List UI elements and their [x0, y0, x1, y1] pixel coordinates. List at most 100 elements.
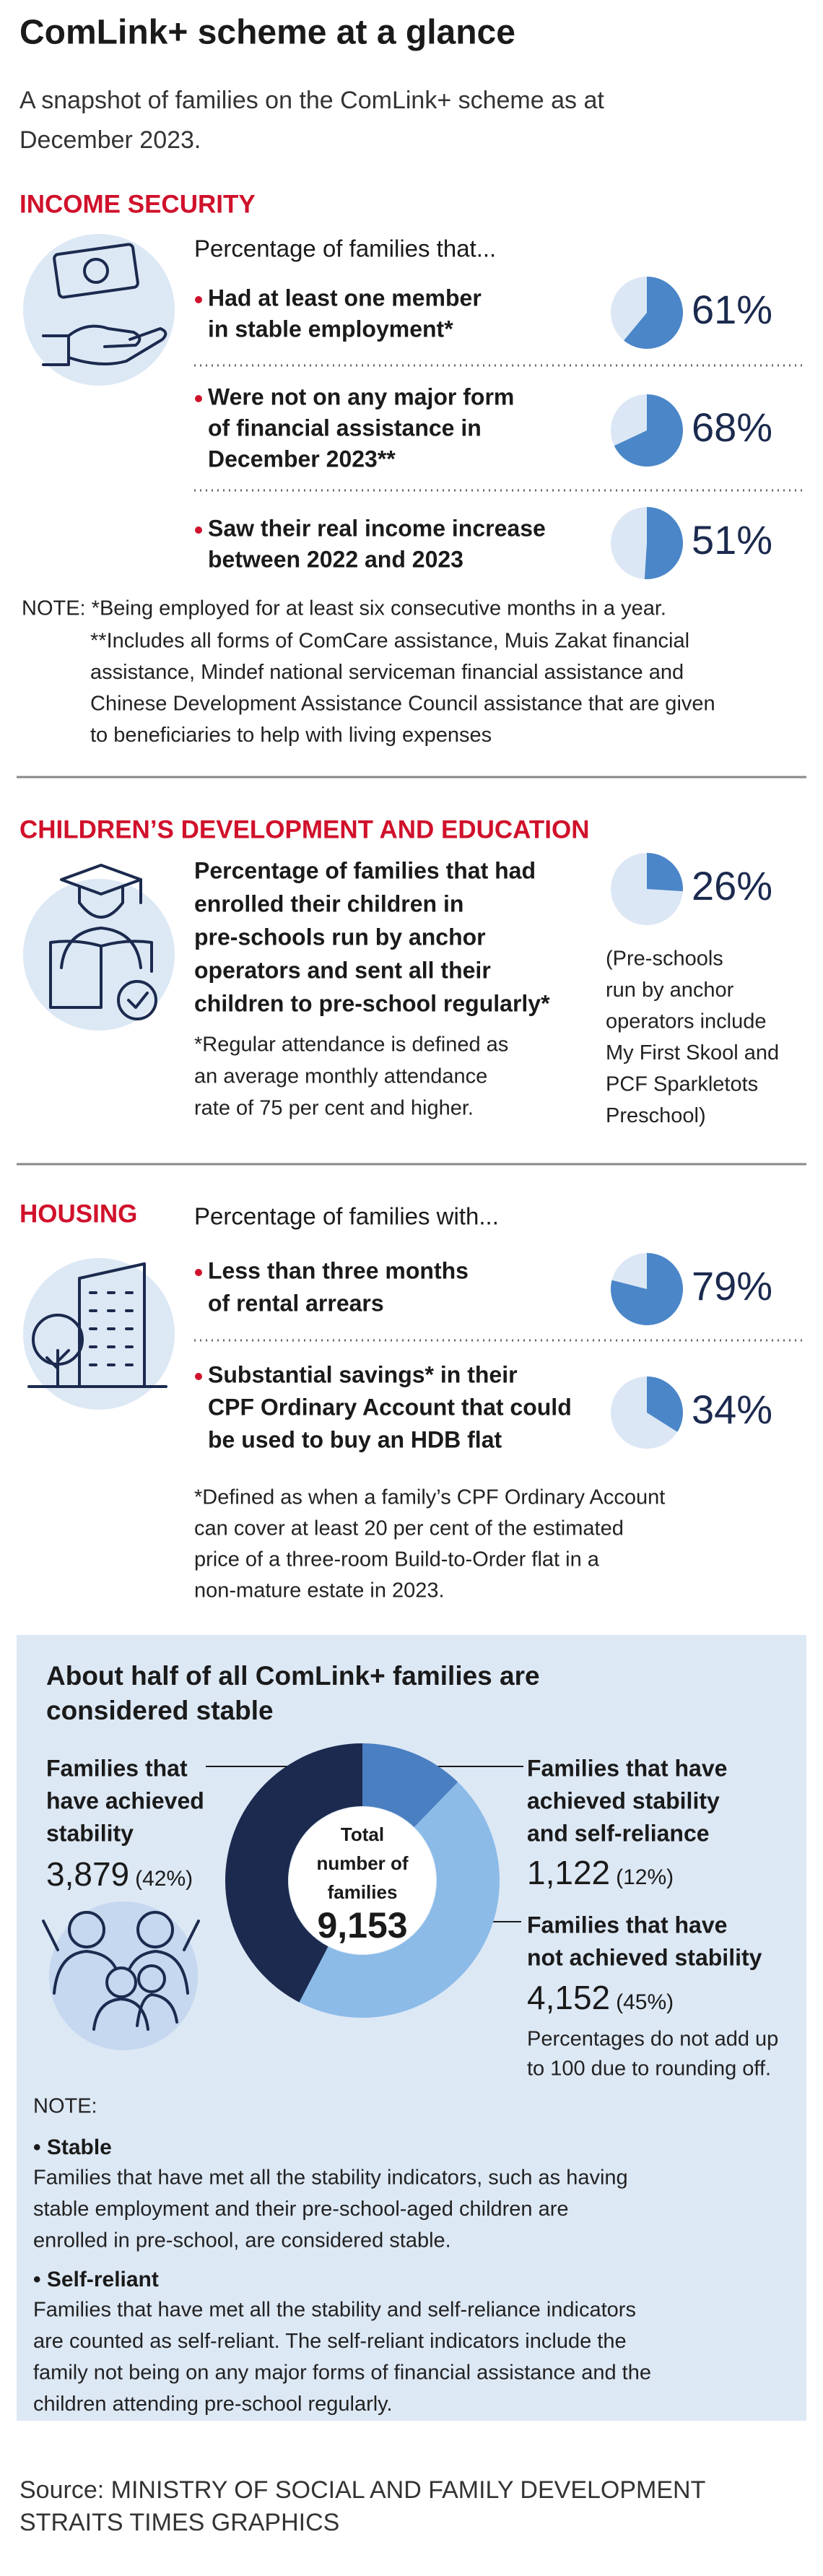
percentage: 34% [692, 1387, 772, 1432]
item-text: Had at least one member [208, 285, 482, 311]
percentage: 79% [692, 1263, 772, 1309]
percentage: 51% [692, 517, 772, 563]
pie-slice [647, 853, 683, 892]
total-label: families [328, 1881, 398, 1903]
note-text: stable employment and their pre-school-a… [33, 2198, 569, 2221]
icon-bg [23, 1258, 175, 1410]
aside: PCF Sparkletots [606, 1073, 758, 1096]
aside: My First Skool and [606, 1041, 779, 1064]
note-text: are counted as self-reliant. The self-re… [33, 2330, 627, 2353]
group-label: Families that have [527, 1912, 727, 1938]
group-label: stability [46, 1820, 134, 1846]
item-text: Percentage of families that had [194, 857, 536, 883]
item-text: between 2022 and 2023 [208, 546, 463, 572]
group-label: Families that [46, 1755, 188, 1781]
item-text: Were not on any major form [208, 383, 514, 409]
note-text: Families that have met all the stability… [33, 2299, 636, 2322]
intro: Percentage of families that... [194, 235, 496, 262]
source: Source: MINISTRY OF SOCIAL AND FAMILY DE… [19, 2476, 705, 2504]
share: (12%) [616, 1865, 674, 1889]
donut-hole [289, 1807, 436, 1954]
section-heading: HOUSING [19, 1200, 137, 1228]
section-heading: CHILDREN’S DEVELOPMENT AND EDUCATION [19, 815, 589, 844]
aside: run by anchor [606, 979, 734, 1002]
aside: Preschool) [606, 1104, 706, 1127]
section-heading: INCOME SECURITY [19, 190, 256, 218]
note: **Includes all forms of ComCare assistan… [90, 630, 689, 653]
donut-segment [299, 1782, 500, 2018]
box-title: considered stable [46, 1696, 274, 1725]
icon-bg [23, 879, 175, 1031]
item-text: be used to buy an HDB flat [208, 1426, 502, 1452]
subtitle: A snapshot of families on the ComLink+ s… [19, 87, 604, 114]
count: 1,122 [527, 1854, 610, 1891]
note: assistance, Mindef national serviceman f… [90, 661, 684, 684]
footnote: price of a three-room Build-to-Order fla… [194, 1548, 600, 1571]
item-text: enrolled their children in [194, 890, 463, 916]
item-text: December 2023** [208, 446, 396, 472]
item-text: pre-schools run by anchor [194, 924, 486, 950]
pie-slice [611, 1253, 683, 1325]
item-text: CPF Ordinary Account that could [208, 1394, 572, 1420]
pie-slice [644, 507, 684, 580]
group-label: and self-reliance [527, 1820, 710, 1846]
family-icon [42, 1911, 200, 2031]
pie-slice [647, 1376, 683, 1432]
note-term: • Stable [33, 2135, 112, 2159]
item-text: of financial assistance in [208, 415, 482, 441]
bullet [195, 296, 202, 303]
group-label: have achieved [46, 1787, 204, 1813]
total-label: Total [341, 1823, 384, 1845]
note-text: family not being on any major forms of f… [33, 2362, 651, 2385]
donut-segment [225, 1743, 362, 2003]
footnote: rate of 75 per cent and higher. [194, 1097, 474, 1120]
count: 3,879 [46, 1855, 129, 1893]
total: 9,153 [317, 1905, 407, 1946]
item-text: Less than three months [208, 1257, 469, 1283]
note-text: Families that have met all the stability… [33, 2167, 628, 2190]
item-text: of rental arrears [208, 1290, 384, 1316]
share: (45%) [616, 1990, 674, 2014]
percentage: 61% [692, 287, 772, 332]
note-text: children attending pre-school regularly. [33, 2393, 393, 2416]
box-title: About half of all ComLink+ families are [46, 1661, 540, 1691]
bullet [195, 526, 202, 534]
group-label: Families that have [527, 1755, 727, 1781]
footnote: *Defined as when a family’s CPF Ordinary… [194, 1486, 665, 1509]
pie-slice [614, 394, 684, 467]
total-label: number of [316, 1852, 408, 1874]
money-hand-icon [42, 243, 167, 366]
note-term: • Self-reliant [33, 2268, 159, 2291]
building-icon [27, 1262, 167, 1388]
footnote: non-mature estate in 2023. [194, 1579, 445, 1603]
item-text: operators and sent all their [194, 957, 491, 983]
bullet [195, 395, 202, 402]
aside: operators include [606, 1010, 766, 1033]
aside: (Pre-schools [606, 947, 723, 971]
note-text: enrolled in pre-school, are considered s… [33, 2229, 451, 2252]
footnote: can cover at least 20 per cent of the es… [194, 1517, 624, 1540]
source: STRAITS TIMES GRAPHICS [19, 2509, 339, 2536]
rounding-note: Percentages do not add up [527, 2028, 778, 2051]
footnote: *Regular attendance is defined as [194, 1033, 508, 1057]
bullet [195, 1373, 202, 1380]
item-text: in stable employment* [208, 316, 453, 342]
graduate-icon [49, 864, 157, 1020]
intro: Percentage of families with... [194, 1203, 499, 1230]
donut-segment [362, 1743, 458, 1828]
share: (42%) [135, 1867, 193, 1891]
rounding-note: to 100 due to rounding off. [527, 2057, 771, 2081]
note: NOTE: *Being employed for at least six c… [22, 597, 666, 620]
item-text: Substantial savings* in their [208, 1361, 518, 1387]
group-label: not achieved stability [527, 1944, 762, 1970]
bullet [195, 1269, 202, 1276]
count: 4,152 [527, 1979, 610, 2016]
item-text: Saw their real income increase [208, 515, 546, 541]
subtitle: December 2023. [19, 126, 201, 154]
note: Chinese Development Assistance Council a… [90, 693, 715, 716]
icon-bg [49, 1901, 198, 2050]
footnote: an average monthly attendance [194, 1065, 487, 1088]
